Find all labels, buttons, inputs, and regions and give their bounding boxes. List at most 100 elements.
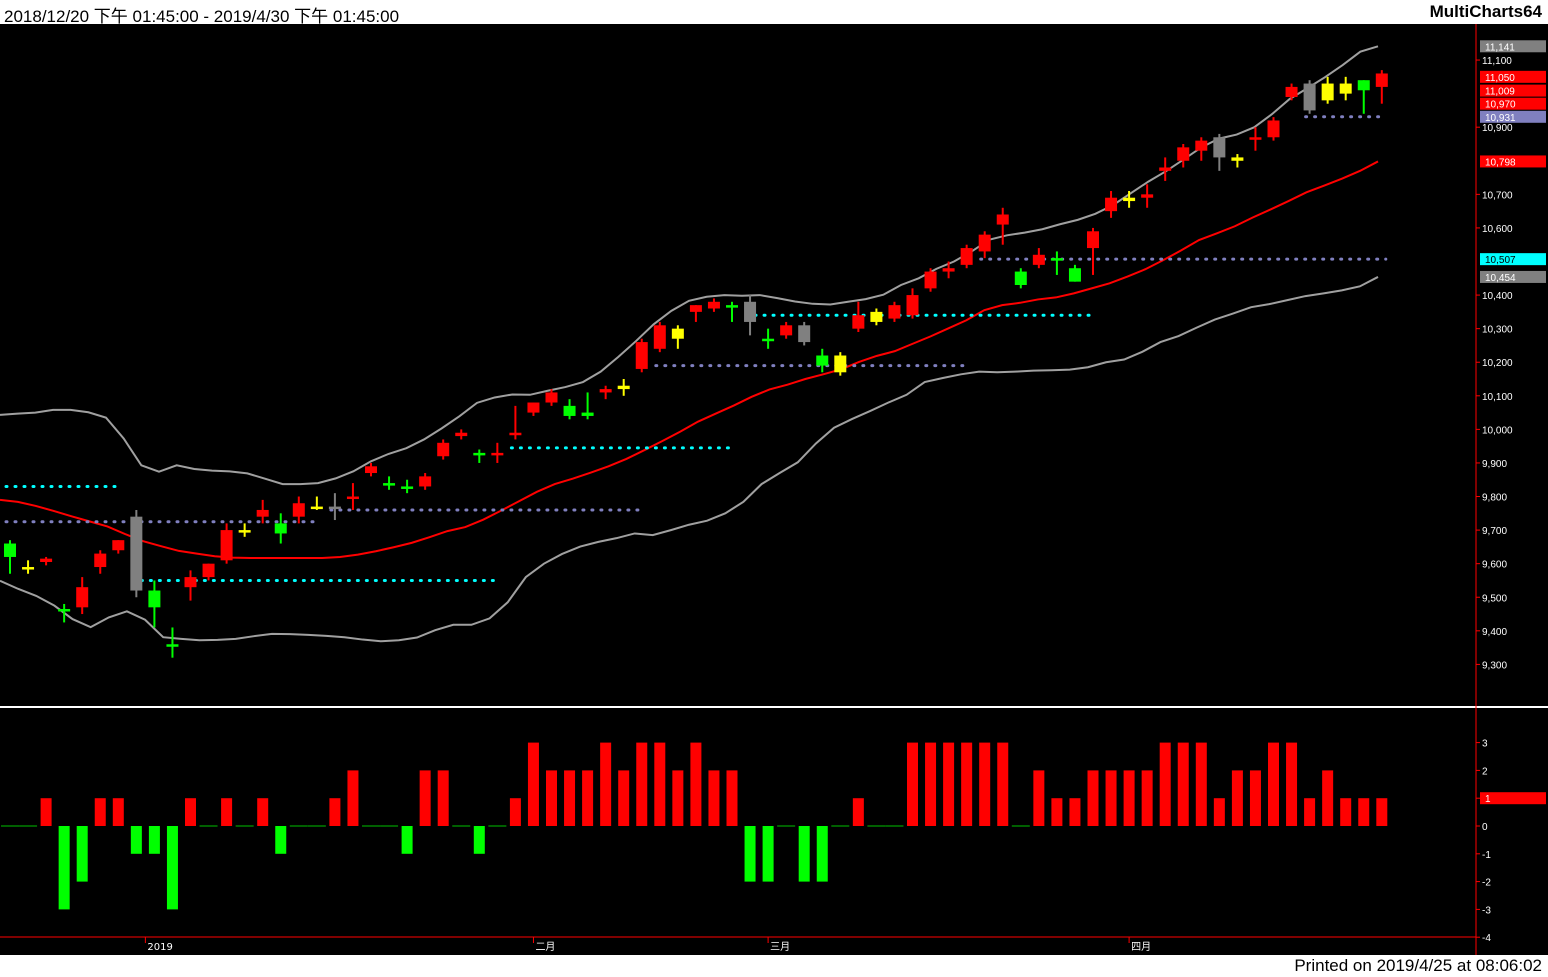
- hist-bar: [925, 742, 937, 826]
- lower-bollinger-band: [0, 276, 1379, 643]
- hist-bar: [600, 742, 612, 826]
- upper-bollinger-band: [0, 45, 1379, 486]
- candle-body: [310, 506, 323, 510]
- candle-body: [816, 355, 829, 366]
- hist-bar: [564, 770, 576, 826]
- hist-tick-label: -1: [1482, 850, 1491, 861]
- candle-body: [1032, 254, 1045, 265]
- hist-bar: [1123, 770, 1135, 826]
- hist-tick-label: -3: [1482, 905, 1491, 916]
- hist-bar: [1286, 742, 1298, 826]
- candle-body: [292, 503, 305, 517]
- hist-bar: [1105, 770, 1117, 826]
- price-tag: [1480, 70, 1546, 83]
- candle-body: [473, 452, 486, 456]
- price-chart[interactable]: 9,300 9,400 9,500 9,600 9,700 9,800 9,900 10,00…: [0, 24, 1548, 955]
- candle-body: [870, 311, 883, 322]
- candle-body: [617, 385, 630, 390]
- candle-body: [94, 553, 107, 568]
- hist-bar: [1141, 770, 1153, 826]
- price-tag-label: 10,931: [1485, 113, 1516, 124]
- candle-body: [1321, 83, 1334, 101]
- hist-bar: [1249, 770, 1261, 826]
- price-tick-label: 9,600: [1482, 560, 1507, 571]
- candle-body: [1123, 197, 1136, 202]
- candle-body: [707, 301, 720, 309]
- hist-bar: [130, 826, 142, 854]
- hist-bar: [94, 798, 106, 826]
- hist-bar: [1376, 798, 1388, 826]
- hist-bar: [618, 770, 630, 826]
- price-tick-label: 10,600: [1482, 224, 1513, 235]
- hist-bar: [726, 770, 738, 826]
- candle-body: [256, 509, 269, 517]
- candle-body: [365, 466, 377, 474]
- hist-bar: [419, 770, 431, 826]
- candle-body: [112, 540, 125, 551]
- hist-bar: [40, 798, 52, 826]
- hist-bar: [1033, 770, 1045, 826]
- hist-tick-label: -4: [1482, 933, 1491, 944]
- hist-bar: [943, 742, 955, 826]
- hist-bar: [1087, 770, 1099, 826]
- candle-body: [996, 214, 1009, 225]
- hist-tick-label: -2: [1482, 878, 1491, 889]
- candle-body: [1357, 80, 1370, 91]
- candle-body: [545, 392, 558, 403]
- candle-body: [40, 558, 53, 562]
- hist-bar: [401, 826, 413, 854]
- hist-tick-label: 3: [1482, 739, 1488, 750]
- candle-body: [1285, 86, 1298, 97]
- hist-bar: [798, 826, 810, 882]
- moving-average-line: [0, 160, 1379, 559]
- hist-bar: [275, 826, 287, 854]
- price-tick-label: 10,400: [1482, 291, 1513, 302]
- hist-bar: [1322, 770, 1334, 826]
- candle-body: [1303, 83, 1316, 111]
- candle-body: [274, 523, 287, 534]
- candle-body: [437, 442, 450, 457]
- candle-body: [509, 432, 522, 436]
- hist-bar: [76, 826, 88, 882]
- candle-body: [1249, 137, 1262, 140]
- month-label: 2019: [147, 942, 172, 953]
- candle-body: [4, 543, 16, 557]
- candle-body: [671, 328, 684, 339]
- candle-body: [1177, 147, 1190, 161]
- hist-bar: [1358, 798, 1370, 826]
- hist-bar: [1177, 742, 1189, 826]
- candle-body: [888, 305, 901, 319]
- candle-body: [798, 325, 811, 343]
- price-tick-label: 9,300: [1482, 660, 1507, 671]
- hist-bar: [473, 826, 485, 854]
- hist-tag-label: 1: [1485, 794, 1491, 805]
- price-tag: [1480, 97, 1546, 110]
- candle-body: [383, 483, 396, 486]
- price-tag-label: 10,970: [1485, 100, 1516, 111]
- hist-bar: [546, 770, 557, 826]
- price-tag: [1480, 155, 1546, 168]
- candle-body: [689, 305, 702, 312]
- hist-bar: [654, 742, 666, 826]
- candle-body: [1159, 167, 1172, 171]
- hist-tick-label: 0: [1482, 822, 1488, 833]
- candle-body: [419, 476, 432, 487]
- candle-body: [762, 338, 775, 342]
- price-tag: [1480, 270, 1546, 283]
- candle-body: [960, 248, 973, 265]
- hist-bar: [708, 770, 720, 826]
- candle-body: [202, 563, 215, 578]
- candle-body: [1213, 137, 1226, 158]
- price-tick-label: 10,100: [1482, 392, 1513, 403]
- footer-bar: Printed on 2019/4/25 at 08:06:02: [0, 955, 1548, 977]
- candle-body: [942, 268, 955, 272]
- hist-bar: [112, 798, 124, 826]
- hist-bar: [582, 770, 594, 826]
- hist-bar: [1159, 742, 1171, 826]
- candle-body: [130, 516, 143, 591]
- candle-body: [978, 234, 991, 252]
- month-label: 三月: [770, 941, 790, 953]
- candle-body: [455, 432, 468, 437]
- candle-body: [653, 325, 666, 349]
- date-range: 2018/12/20 下午 01:45:00 - 2019/4/30 下午 01…: [4, 7, 400, 26]
